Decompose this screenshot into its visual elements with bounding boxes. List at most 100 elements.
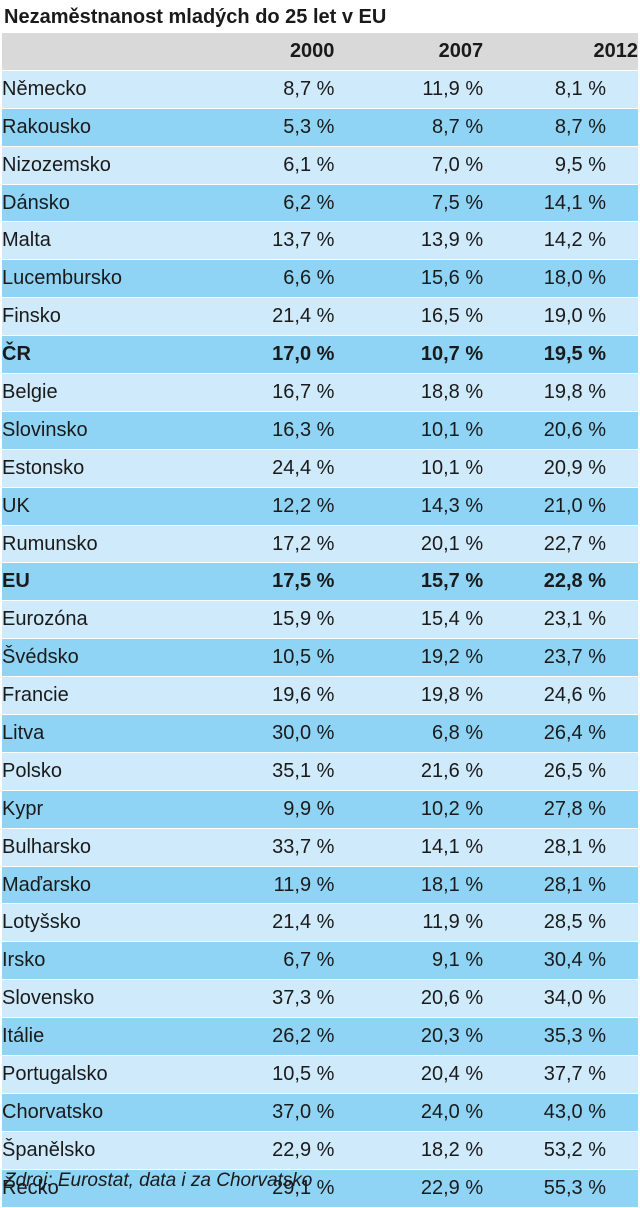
value-cell-2007: 21,6 %	[334, 752, 484, 791]
value-cell-2007: 18,8 %	[334, 373, 484, 412]
table-row: Belgie 16,7 % 18,8 % 19,8 %	[2, 373, 638, 412]
country-cell: Irsko	[2, 941, 186, 981]
value-cell-2007: 24,0 %	[334, 1093, 484, 1132]
value-cell-2007: 18,2 %	[334, 1131, 484, 1170]
country-cell: UK	[2, 487, 186, 526]
value-cell-2012: 24,6 %	[483, 676, 638, 716]
table-row: Litva 30,0 % 6,8 % 26,4 %	[2, 714, 638, 753]
country-cell: Slovinsko	[2, 411, 186, 450]
value-cell-2012: 8,1 %	[483, 70, 638, 109]
country-cell: Rumunsko	[2, 525, 186, 564]
value-cell-2007: 22,9 %	[334, 1169, 484, 1208]
value-cell-2007: 19,2 %	[334, 638, 484, 678]
table-row: Estonsko 24,4 % 10,1 % 20,9 %	[2, 449, 638, 488]
value-cell-2000: 15,9 %	[185, 600, 335, 640]
value-cell-2000: 10,5 %	[185, 638, 335, 678]
value-cell-2000: 11,9 %	[185, 866, 335, 905]
value-cell-2007: 10,1 %	[334, 411, 484, 450]
value-cell-2000: 37,0 %	[185, 1093, 335, 1132]
header-row: 2000 2007 2012	[2, 33, 638, 71]
table-row: Itálie 26,2 % 20,3 % 35,3 %	[2, 1017, 638, 1057]
value-cell-2012: 30,4 %	[483, 941, 638, 981]
value-cell-2007: 20,3 %	[334, 1017, 484, 1057]
value-cell-2000: 37,3 %	[185, 979, 335, 1019]
value-cell-2000: 21,4 %	[185, 903, 335, 943]
country-cell: Rakousko	[2, 108, 186, 147]
table-row: Lucembursko 6,6 % 15,6 % 18,0 %	[2, 259, 638, 299]
value-cell-2012: 26,4 %	[483, 714, 638, 753]
value-cell-2000: 16,7 %	[185, 373, 335, 412]
value-cell-2007: 20,6 %	[334, 979, 484, 1019]
value-cell-2012: 55,3 %	[483, 1169, 638, 1208]
value-cell-2000: 12,2 %	[185, 487, 335, 526]
value-cell-2007: 8,7 %	[334, 108, 484, 147]
value-cell-2000: 9,9 %	[185, 790, 335, 829]
value-cell-2007: 13,9 %	[334, 221, 484, 261]
value-cell-2007: 15,6 %	[334, 259, 484, 299]
value-cell-2012: 22,8 %	[483, 562, 638, 602]
value-cell-2012: 23,1 %	[483, 600, 638, 640]
table-row: Švédsko 10,5 % 19,2 % 23,7 %	[2, 638, 638, 678]
value-cell-2000: 6,1 %	[185, 146, 335, 185]
value-cell-2012: 22,7 %	[483, 525, 638, 564]
value-cell-2007: 10,2 %	[334, 790, 484, 829]
value-cell-2007: 15,4 %	[334, 600, 484, 640]
value-cell-2012: 9,5 %	[483, 146, 638, 185]
value-cell-2012: 28,5 %	[483, 903, 638, 943]
value-cell-2012: 37,7 %	[483, 1055, 638, 1094]
value-cell-2000: 17,2 %	[185, 525, 335, 564]
country-cell: Francie	[2, 676, 186, 716]
value-cell-2007: 18,1 %	[334, 866, 484, 905]
table-row: Kypr 9,9 % 10,2 % 27,8 %	[2, 790, 638, 829]
value-cell-2000: 13,7 %	[185, 221, 335, 261]
table-row: Španělsko 22,9 % 18,2 % 53,2 %	[2, 1131, 638, 1170]
table-row: Nizozemsko 6,1 % 7,0 % 9,5 %	[2, 146, 638, 185]
table-row: Německo 8,7 % 11,9 % 8,1 %	[2, 70, 638, 109]
country-cell: Kypr	[2, 790, 186, 829]
table-row: Maďarsko 11,9 % 18,1 % 28,1 %	[2, 866, 638, 905]
country-cell: Německo	[2, 70, 186, 109]
country-cell: Maďarsko	[2, 866, 186, 905]
table-row: Bulharsko 33,7 % 14,1 % 28,1 %	[2, 828, 638, 867]
table-row: Slovinsko 16,3 % 10,1 % 20,6 %	[2, 411, 638, 450]
value-cell-2012: 35,3 %	[483, 1017, 638, 1057]
value-cell-2012: 19,5 %	[483, 335, 638, 375]
country-cell: ČR	[2, 335, 186, 375]
value-cell-2012: 53,2 %	[483, 1131, 638, 1170]
country-cell: Španělsko	[2, 1131, 186, 1170]
table-row: Slovensko 37,3 % 20,6 % 34,0 %	[2, 979, 638, 1019]
country-cell: Eurozóna	[2, 600, 186, 640]
value-cell-2000: 22,9 %	[185, 1131, 335, 1170]
table-row: Finsko 21,4 % 16,5 % 19,0 %	[2, 297, 638, 337]
value-cell-2012: 26,5 %	[483, 752, 638, 791]
value-cell-2000: 17,0 %	[185, 335, 335, 375]
value-cell-2012: 28,1 %	[483, 866, 638, 905]
header-year-2007: 2007	[334, 33, 484, 71]
value-cell-2000: 35,1 %	[185, 752, 335, 791]
header-year-2000: 2000	[185, 33, 335, 71]
country-cell: Lotyšsko	[2, 903, 186, 943]
value-cell-2012: 14,1 %	[483, 184, 638, 223]
header-year-2012: 2012	[483, 33, 638, 71]
value-cell-2000: 6,6 %	[185, 259, 335, 299]
value-cell-2012: 14,2 %	[483, 221, 638, 261]
value-cell-2012: 8,7 %	[483, 108, 638, 147]
country-cell: Dánsko	[2, 184, 186, 223]
value-cell-2007: 11,9 %	[334, 70, 484, 109]
value-cell-2007: 6,8 %	[334, 714, 484, 753]
value-cell-2007: 10,7 %	[334, 335, 484, 375]
value-cell-2007: 7,5 %	[334, 184, 484, 223]
value-cell-2012: 43,0 %	[483, 1093, 638, 1132]
table-row: Lotyšsko 21,4 % 11,9 % 28,5 %	[2, 903, 638, 943]
country-cell: Itálie	[2, 1017, 186, 1057]
country-cell: Chorvatsko	[2, 1093, 186, 1132]
table-row: Portugalsko 10,5 % 20,4 % 37,7 %	[2, 1055, 638, 1094]
table-row: Eurozóna 15,9 % 15,4 % 23,1 %	[2, 600, 638, 640]
value-cell-2007: 7,0 %	[334, 146, 484, 185]
country-cell: Lucembursko	[2, 259, 186, 299]
country-cell: Bulharsko	[2, 828, 186, 867]
value-cell-2012: 19,0 %	[483, 297, 638, 337]
source-note: Zdroj: Eurostat, data i za Chorvatsko	[4, 1170, 313, 1191]
country-cell: Estonsko	[2, 449, 186, 488]
country-cell: Finsko	[2, 297, 186, 337]
